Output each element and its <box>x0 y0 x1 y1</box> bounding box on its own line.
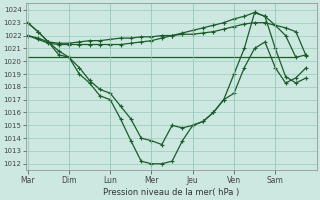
X-axis label: Pression niveau de la mer( hPa ): Pression niveau de la mer( hPa ) <box>103 188 239 197</box>
